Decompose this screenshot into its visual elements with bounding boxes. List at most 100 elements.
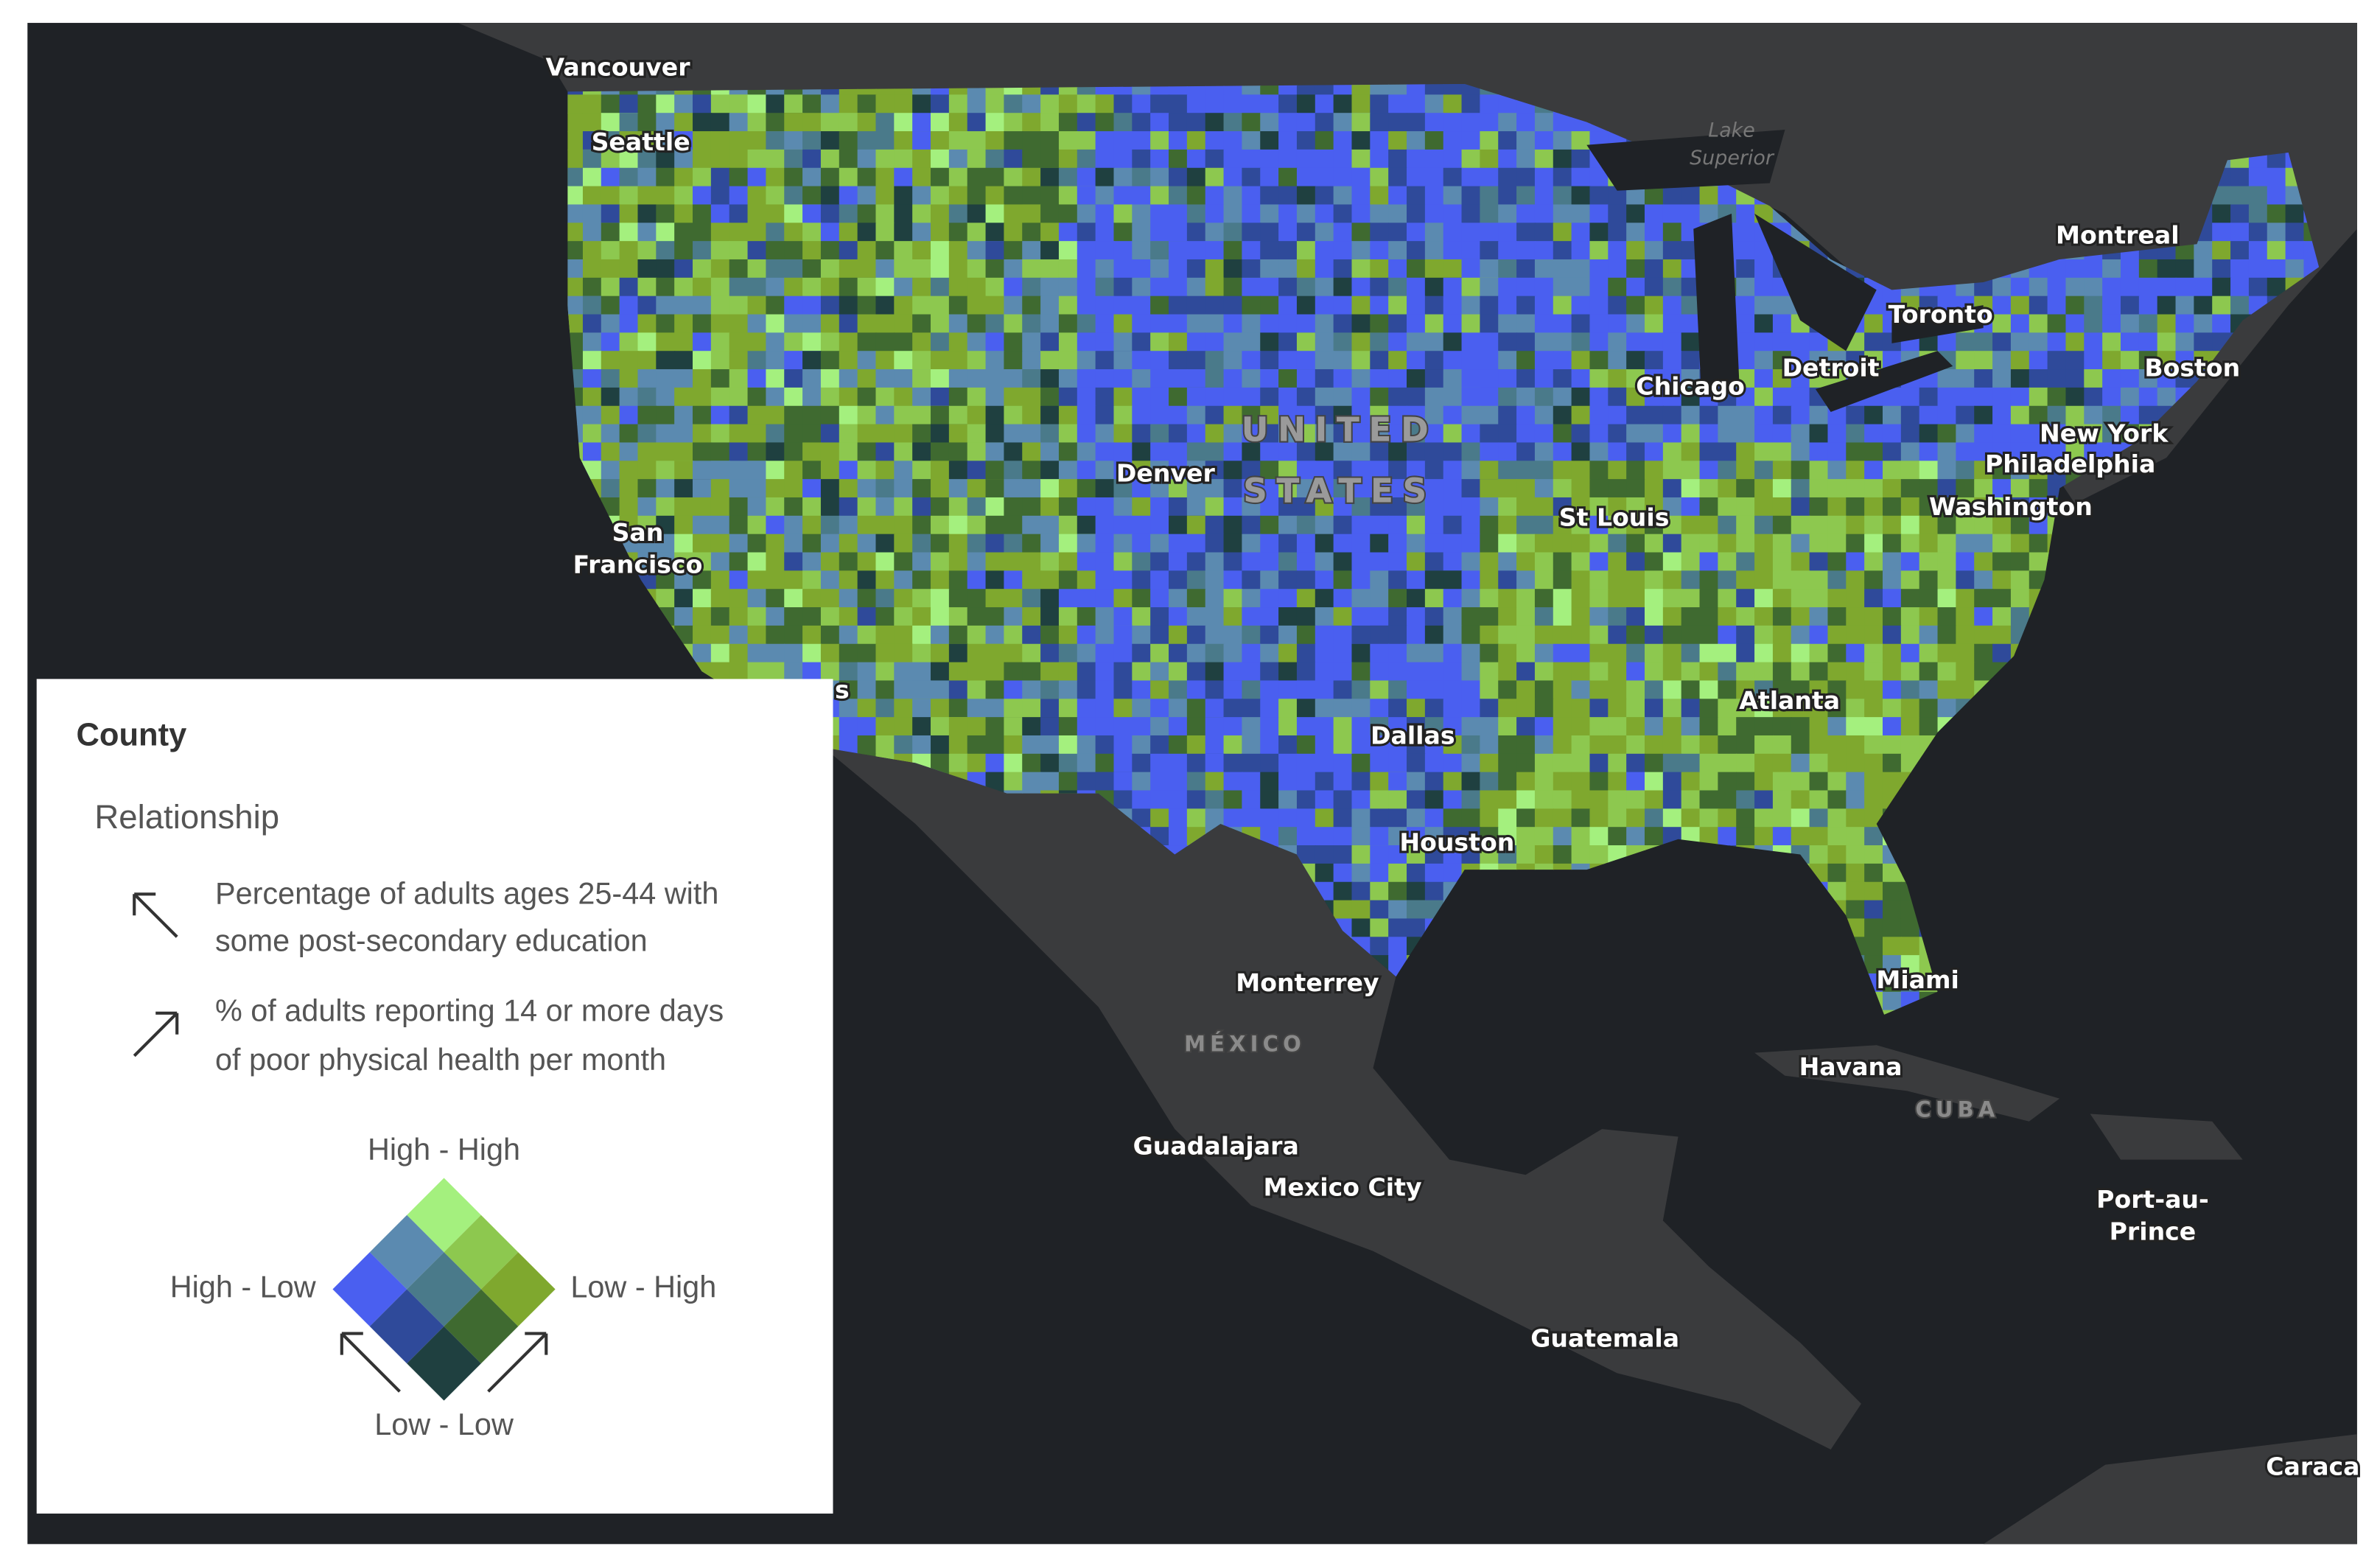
- county: [582, 131, 602, 150]
- county: [729, 241, 749, 261]
- county: [784, 424, 804, 444]
- county: [1516, 131, 1536, 150]
- county: [1480, 241, 1499, 261]
- county: [948, 589, 968, 609]
- county: [710, 534, 730, 553]
- county: [656, 296, 676, 315]
- county: [601, 167, 620, 187]
- county: [1864, 772, 1884, 791]
- county: [1315, 552, 1334, 572]
- county: [1645, 296, 1664, 315]
- county: [1132, 479, 1152, 499]
- county: [1296, 753, 1316, 773]
- county: [1260, 625, 1280, 645]
- county: [1681, 442, 1701, 462]
- county: [1772, 479, 1792, 499]
- county: [619, 259, 639, 279]
- county: [985, 259, 1005, 279]
- county: [1718, 442, 1737, 462]
- county: [1480, 570, 1499, 590]
- county: [1370, 204, 1390, 224]
- county: [693, 332, 712, 352]
- county: [1278, 314, 1298, 334]
- county: [1919, 405, 1939, 425]
- county: [1169, 497, 1188, 517]
- county: [1223, 552, 1243, 572]
- county: [1388, 790, 1408, 810]
- county: [1004, 662, 1023, 682]
- county: [1736, 808, 1756, 828]
- county: [1534, 662, 1554, 682]
- county: [1534, 424, 1554, 444]
- county: [1407, 552, 1426, 572]
- county: [1150, 167, 1170, 187]
- county: [1186, 424, 1206, 444]
- county: [2065, 442, 2085, 462]
- county: [1516, 113, 1536, 133]
- county: [784, 186, 804, 206]
- county: [875, 552, 895, 572]
- county: [1333, 552, 1353, 572]
- county: [948, 699, 968, 718]
- county: [1699, 570, 1719, 590]
- county: [1058, 314, 1078, 334]
- county: [766, 461, 785, 480]
- county: [1443, 314, 1463, 334]
- county: [2248, 259, 2268, 279]
- county: [1553, 167, 1572, 187]
- county: [1772, 662, 1792, 682]
- county: [1516, 259, 1536, 279]
- county: [2065, 369, 2085, 388]
- county: [1864, 735, 1884, 755]
- county: [1132, 113, 1152, 133]
- county: [2029, 387, 2048, 407]
- county: [857, 277, 877, 297]
- county: [1480, 845, 1499, 864]
- county: [693, 223, 712, 242]
- county: [820, 167, 840, 187]
- county: [1608, 515, 1628, 535]
- county: [1407, 351, 1426, 371]
- county: [1205, 662, 1225, 682]
- county: [1205, 131, 1225, 150]
- county: [1333, 881, 1353, 901]
- county: [1150, 552, 1170, 572]
- county: [2138, 387, 2158, 407]
- county: [1260, 351, 1280, 371]
- county: [985, 643, 1005, 663]
- county: [1296, 515, 1316, 535]
- county: [1169, 643, 1188, 663]
- county: [1754, 827, 1774, 847]
- county: [1407, 442, 1426, 462]
- county: [1370, 625, 1390, 645]
- county: [912, 149, 932, 169]
- county: [2084, 277, 2104, 297]
- county: [1223, 790, 1243, 810]
- county: [1315, 497, 1334, 517]
- county: [710, 625, 730, 645]
- county: [931, 223, 950, 242]
- county: [857, 662, 877, 682]
- county: [1242, 442, 1261, 462]
- county: [1169, 735, 1188, 755]
- county: [1370, 753, 1390, 773]
- county: [1498, 625, 1518, 645]
- county: [637, 167, 657, 187]
- county: [1662, 772, 1682, 791]
- county: [1004, 534, 1023, 553]
- county: [1443, 332, 1463, 352]
- county: [1077, 699, 1096, 718]
- county: [2065, 259, 2085, 279]
- county: [1095, 131, 1115, 150]
- county: [1351, 369, 1371, 388]
- county: [1589, 607, 1609, 626]
- county: [1645, 204, 1664, 224]
- county: [967, 515, 987, 535]
- county: [2157, 314, 2177, 334]
- county: [1205, 461, 1225, 480]
- county: [820, 625, 840, 645]
- county: [1937, 680, 1957, 700]
- county: [693, 534, 712, 553]
- county: [857, 680, 877, 700]
- county: [1571, 479, 1591, 499]
